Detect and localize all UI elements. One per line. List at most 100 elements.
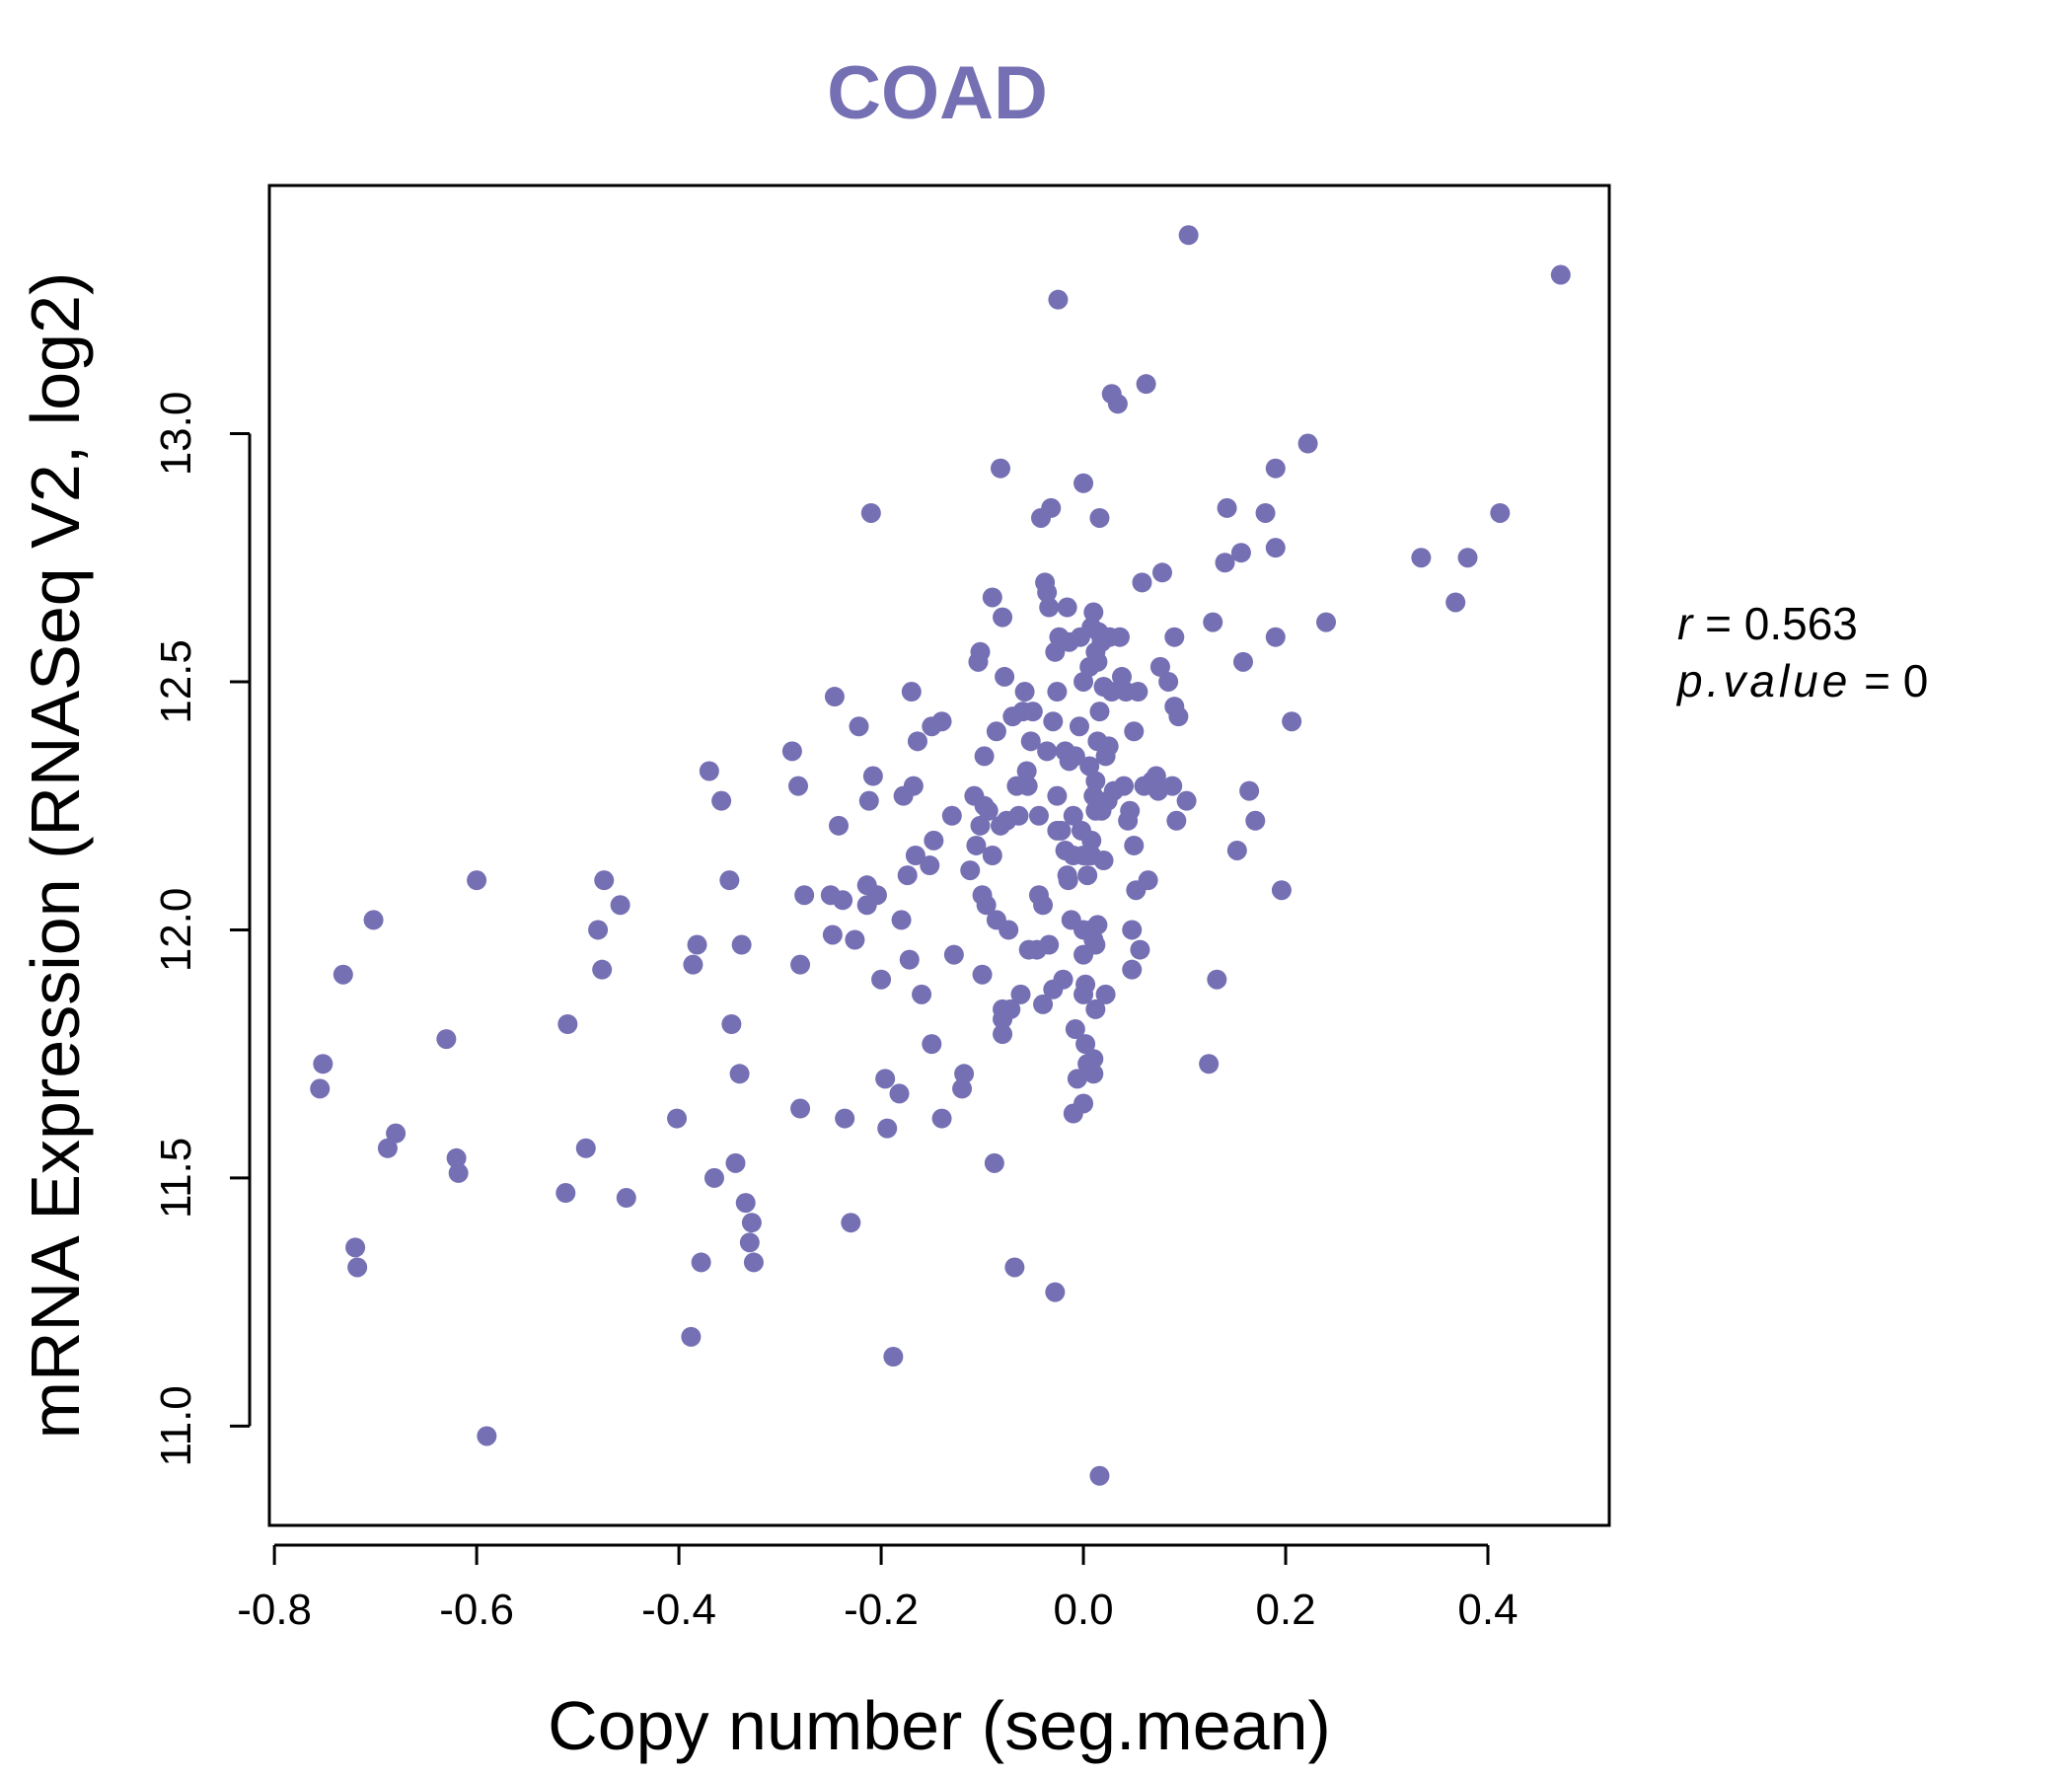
data-point	[1016, 761, 1037, 781]
data-point	[575, 1138, 596, 1158]
data-point	[333, 964, 353, 985]
data-point	[889, 1083, 910, 1104]
data-point	[891, 910, 912, 930]
data-point	[941, 805, 962, 826]
data-point	[1037, 741, 1058, 762]
data-point	[1058, 870, 1078, 891]
data-point	[1047, 682, 1068, 703]
data-point	[920, 855, 940, 876]
data-point	[1265, 458, 1286, 479]
y-tick-label: 11.5	[152, 1138, 200, 1219]
data-point	[1124, 721, 1145, 742]
data-point	[725, 1152, 746, 1173]
data-point	[1083, 602, 1104, 623]
data-point	[829, 815, 850, 836]
data-point	[477, 1426, 497, 1446]
data-point	[860, 502, 881, 523]
data-point	[1271, 880, 1292, 901]
data-point	[687, 934, 707, 955]
data-point	[1047, 785, 1068, 806]
data-point	[954, 1064, 975, 1084]
data-point	[883, 1346, 904, 1367]
data-point	[1107, 394, 1128, 414]
data-point	[1122, 920, 1143, 940]
data-point	[993, 1024, 1013, 1045]
data-point	[931, 711, 952, 732]
data-point	[739, 1232, 760, 1253]
x-tick-label: -0.6	[439, 1586, 514, 1634]
x-tick-label: 0.2	[1255, 1586, 1315, 1634]
data-point	[691, 1252, 711, 1273]
data-point	[448, 1162, 469, 1183]
data-point	[788, 776, 809, 796]
data-point	[1085, 771, 1106, 791]
data-point	[912, 984, 932, 1004]
data-point	[993, 607, 1013, 628]
data-point	[1255, 502, 1276, 523]
data-point	[1067, 1069, 1087, 1089]
y-tick-label: 12.5	[152, 639, 200, 724]
data-point	[741, 1213, 762, 1233]
data-point	[1033, 994, 1054, 1014]
data-point	[313, 1054, 333, 1074]
data-point	[1065, 746, 1085, 767]
data-point	[991, 458, 1011, 479]
data-point	[1162, 776, 1183, 796]
data-point	[1217, 497, 1237, 518]
data-point	[1010, 984, 1031, 1004]
data-point	[1128, 682, 1148, 703]
data-point	[1087, 915, 1108, 935]
data-point	[1109, 627, 1130, 647]
data-point	[1073, 1093, 1094, 1114]
data-point	[1048, 289, 1069, 310]
data-point	[699, 761, 719, 781]
data-point	[1265, 538, 1286, 558]
data-point	[1033, 895, 1054, 916]
data-point	[555, 1183, 576, 1204]
y-axis: 11.0 11.5 12.0 12.5 13.0	[152, 392, 252, 1467]
data-point	[731, 934, 752, 955]
data-point	[907, 731, 927, 752]
data-point	[978, 800, 999, 821]
data-point	[1215, 553, 1235, 573]
data-point	[1265, 627, 1286, 647]
data-point	[982, 846, 1002, 865]
data-point	[1120, 800, 1141, 821]
data-point	[1017, 776, 1038, 796]
data-point	[681, 1326, 702, 1347]
data-point	[970, 815, 991, 836]
data-point	[1158, 671, 1179, 692]
data-point	[735, 1193, 756, 1214]
data-point	[995, 666, 1015, 687]
data-point	[743, 1252, 764, 1273]
data-point	[1207, 969, 1227, 990]
data-point	[667, 1108, 688, 1129]
x-tick-label: 0.4	[1457, 1586, 1517, 1634]
data-point	[781, 741, 802, 762]
data-point	[1101, 682, 1122, 703]
data-point	[310, 1078, 331, 1099]
data-point	[849, 716, 869, 737]
data-point	[721, 1014, 742, 1035]
data-point	[1083, 1064, 1104, 1084]
x-axis: -0.8 -0.6 -0.4 -0.2 0.0 0.2 0.4	[237, 1543, 1518, 1634]
data-point	[1089, 702, 1110, 722]
data-point	[1051, 820, 1072, 841]
data-point	[1039, 934, 1060, 955]
data-point	[1226, 840, 1247, 860]
data-point	[1020, 731, 1041, 752]
data-point	[1037, 582, 1058, 603]
data-point	[1490, 502, 1511, 523]
data-point	[1069, 716, 1089, 737]
data-point	[960, 860, 981, 881]
data-point	[1093, 851, 1114, 871]
data-point	[616, 1188, 636, 1209]
data-point	[1085, 999, 1106, 1019]
data-point	[1178, 225, 1199, 246]
data-point	[790, 1098, 811, 1119]
data-point	[1114, 776, 1135, 796]
p-label: p.value	[1675, 655, 1851, 706]
data-point	[866, 885, 887, 906]
data-point	[386, 1123, 407, 1144]
